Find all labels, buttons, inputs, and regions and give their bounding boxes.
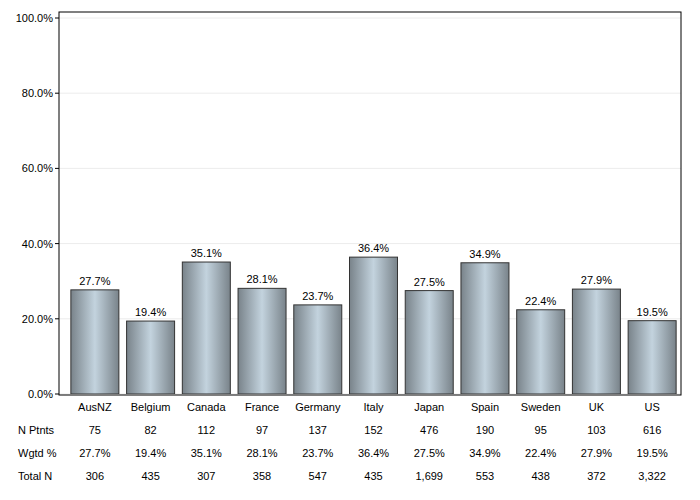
table-cell: 547 bbox=[309, 470, 327, 482]
x-tick-label: Canada bbox=[187, 401, 226, 413]
table-cell: 152 bbox=[364, 424, 382, 436]
table-cell: 27.9% bbox=[581, 447, 612, 459]
table-cell: 36.4% bbox=[358, 447, 389, 459]
table-cell: 35.1% bbox=[191, 447, 222, 459]
table-cell: 435 bbox=[141, 470, 159, 482]
table-cell: 97 bbox=[256, 424, 268, 436]
table-cell: 75 bbox=[89, 424, 101, 436]
x-tick-label: Spain bbox=[471, 401, 499, 413]
bar bbox=[405, 291, 453, 394]
table-cell: 27.5% bbox=[414, 447, 445, 459]
data-label: 19.5% bbox=[637, 306, 668, 318]
tick-mark bbox=[55, 394, 59, 395]
data-label: 27.7% bbox=[79, 275, 110, 287]
table-cell: 190 bbox=[476, 424, 494, 436]
table-cell: 616 bbox=[643, 424, 661, 436]
bar bbox=[71, 290, 119, 394]
grid-line bbox=[59, 18, 681, 19]
x-tick-label: AusNZ bbox=[78, 401, 112, 413]
grid-line bbox=[59, 93, 681, 94]
table-cell: 103 bbox=[587, 424, 605, 436]
table-cell: 1,699 bbox=[415, 470, 443, 482]
table-cell: 372 bbox=[587, 470, 605, 482]
bar bbox=[350, 257, 398, 394]
tick-mark bbox=[55, 18, 59, 19]
tick-mark bbox=[55, 318, 59, 319]
y-tick-label: 60.0% bbox=[22, 162, 53, 174]
x-tick-label: US bbox=[644, 401, 659, 413]
table-cell: 22.4% bbox=[525, 447, 556, 459]
data-label: 35.1% bbox=[191, 247, 222, 259]
grid-line bbox=[59, 168, 681, 169]
tick-mark bbox=[55, 243, 59, 244]
plot-frame bbox=[59, 12, 681, 395]
table-cell: 95 bbox=[535, 424, 547, 436]
x-tick-label: Italy bbox=[363, 401, 384, 413]
bar bbox=[572, 289, 620, 394]
x-tick-label: UK bbox=[589, 401, 605, 413]
tick-mark bbox=[55, 93, 59, 94]
bar bbox=[238, 288, 286, 394]
table-cell: 307 bbox=[197, 470, 215, 482]
bar bbox=[127, 321, 175, 394]
tick-mark bbox=[55, 168, 59, 169]
bar bbox=[182, 262, 230, 394]
y-tick-label: 40.0% bbox=[22, 238, 53, 250]
y-tick-label: 100.0% bbox=[16, 12, 54, 24]
x-tick-label: Germany bbox=[295, 401, 341, 413]
y-tick-label: 20.0% bbox=[22, 313, 53, 325]
table-row-label: N Ptnts bbox=[18, 424, 55, 436]
data-label: 27.9% bbox=[581, 274, 612, 286]
data-label: 19.4% bbox=[135, 306, 166, 318]
table-cell: 23.7% bbox=[302, 447, 333, 459]
data-label: 34.9% bbox=[469, 248, 500, 260]
table-cell: 435 bbox=[364, 470, 382, 482]
x-tick-label: Japan bbox=[414, 401, 444, 413]
table-cell: 476 bbox=[420, 424, 438, 436]
x-tick-label: Sweden bbox=[521, 401, 561, 413]
data-label: 36.4% bbox=[358, 242, 389, 254]
table-cell: 27.7% bbox=[79, 447, 110, 459]
table-cell: 3,322 bbox=[638, 470, 666, 482]
table-row-label: Wgtd % bbox=[18, 447, 57, 459]
table-cell: 19.4% bbox=[135, 447, 166, 459]
table-cell: 553 bbox=[476, 470, 494, 482]
data-label: 27.5% bbox=[414, 276, 445, 288]
y-tick-label: 80.0% bbox=[22, 87, 53, 99]
y-tick-label: 0.0% bbox=[28, 388, 53, 400]
table-row-label: Total N bbox=[18, 470, 52, 482]
table-cell: 137 bbox=[309, 424, 327, 436]
x-tick-label: France bbox=[245, 401, 279, 413]
table-cell: 306 bbox=[86, 470, 104, 482]
data-label: 28.1% bbox=[246, 273, 277, 285]
table-cell: 358 bbox=[253, 470, 271, 482]
table-cell: 28.1% bbox=[246, 447, 277, 459]
x-tick-label: Belgium bbox=[131, 401, 171, 413]
table-cell: 34.9% bbox=[469, 447, 500, 459]
bar bbox=[517, 310, 565, 394]
table-cell: 19.5% bbox=[637, 447, 668, 459]
data-label: 23.7% bbox=[302, 290, 333, 302]
table-cell: 438 bbox=[532, 470, 550, 482]
bars bbox=[71, 257, 676, 394]
table-cell: 82 bbox=[144, 424, 156, 436]
bar bbox=[628, 321, 676, 394]
bar bbox=[294, 305, 342, 394]
bar bbox=[461, 263, 509, 394]
data-label: 22.4% bbox=[525, 295, 556, 307]
table-cell: 112 bbox=[198, 424, 216, 436]
chart: 0.0% 20.0% 40.0% 60.0% 80.0% 100.0% 27.7% 19.4%… bbox=[0, 0, 700, 500]
